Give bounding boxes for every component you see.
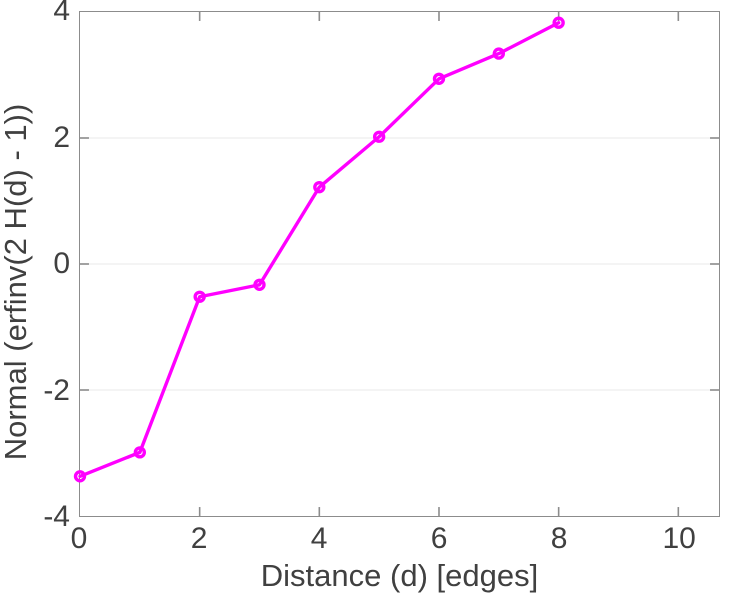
x-tick-label: 4 [310,522,328,555]
gridlines-layer [80,12,719,516]
data-point-marker[interactable] [73,470,87,483]
y-tick-label: 4 [53,0,70,27]
data-point-marker[interactable] [432,72,446,85]
y-tick-label: -2 [43,373,70,407]
data-point-marker[interactable] [253,278,266,291]
x-tick-label: 6 [430,522,448,555]
series-line [78,21,561,479]
x-tick-label: 2 [190,522,208,555]
data-point-marker[interactable] [492,47,505,60]
y-axis-title: Normal (erfinv(2 H(d) - 1)) [0,103,33,461]
y-tick-label: 0 [53,247,70,280]
data-point-marker[interactable] [313,180,326,194]
x-axis-title: Distance (d) [edges] [260,558,539,593]
plot-area [73,11,720,517]
data-point-marker[interactable] [552,16,565,29]
x-tick-label: 8 [550,522,568,555]
data-point-marker[interactable] [193,290,206,303]
data-series-layer [73,16,565,483]
y-tick-label: -4 [43,500,70,533]
x-tick-label: 10 [662,522,696,555]
x-tick-label: 0 [70,522,88,555]
data-point-marker[interactable] [372,130,386,143]
data-point-marker[interactable] [133,446,147,459]
y-tick-label: 2 [53,120,70,154]
